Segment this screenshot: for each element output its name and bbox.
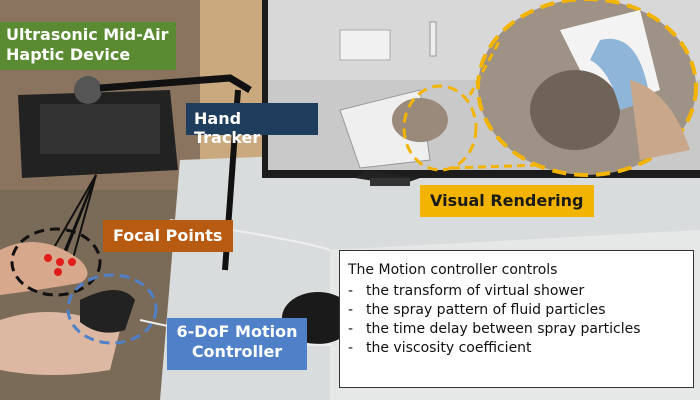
virtual-fluid-spray xyxy=(392,98,448,142)
motion-controller-device xyxy=(80,290,135,333)
motion-controller-info-box: The Motion controller controls - the tran… xyxy=(339,250,694,388)
info-box-item-text: the transform of virtual shower xyxy=(366,283,585,299)
zoom-connector-line xyxy=(468,39,502,96)
device-label-line2: Haptic Device xyxy=(6,45,131,64)
motion-controller-label: 6-DoF Motion Controller xyxy=(167,318,307,370)
visual-rendering-label: Visual Rendering xyxy=(420,185,594,217)
info-box-list: - the transform of virtual shower - the sp… xyxy=(348,282,685,358)
focal-points-circle xyxy=(10,227,102,297)
rendering-highlight-circle xyxy=(402,84,478,172)
focal-point-dot xyxy=(56,258,64,266)
focal-beam xyxy=(47,174,97,259)
haptic-transducer-array xyxy=(40,104,160,154)
mount-arm xyxy=(99,74,252,94)
virtual-shower-head xyxy=(429,21,437,57)
info-box-title: The Motion controller controls xyxy=(348,262,558,278)
zoom-connector-line-2 xyxy=(451,163,541,170)
motion-controller-circle xyxy=(66,273,158,345)
info-box-item: - the viscosity coefficient xyxy=(348,340,532,356)
info-box-item-text: the viscosity coefficient xyxy=(366,340,532,356)
info-box-item: - the spray pattern of fluid particles xyxy=(348,302,606,318)
focal-points-label: Focal Points xyxy=(103,220,233,252)
motion-controller-label-line1: 6-DoF Motion xyxy=(176,322,298,341)
focal-point-dot xyxy=(54,268,62,276)
device-label-line1: Ultrasonic Mid-Air xyxy=(6,25,169,44)
motion-controller-label-line2: Controller xyxy=(191,342,283,361)
info-box-item: - the time delay between spray particles xyxy=(348,321,641,337)
hand-tracker-sensor xyxy=(74,76,102,104)
info-box-item-text: the time delay between spray particles xyxy=(366,321,641,337)
zoom-virtual-hand xyxy=(630,80,690,160)
zoom-fluid-particles xyxy=(530,70,620,150)
virtual-sink xyxy=(339,29,391,61)
focal-point-dot xyxy=(68,258,76,266)
hand-tracker-label: Hand Tracker xyxy=(186,103,318,147)
info-box-item: - the transform of virtual shower xyxy=(348,283,585,299)
monitor-base xyxy=(370,178,410,186)
focal-point-dot xyxy=(44,254,52,262)
focal-beam xyxy=(71,174,97,263)
info-box-item-text: the spray pattern of fluid particles xyxy=(366,302,606,318)
ultrasonic-haptic-device-label: Ultrasonic Mid-Air Haptic Device xyxy=(0,22,176,70)
